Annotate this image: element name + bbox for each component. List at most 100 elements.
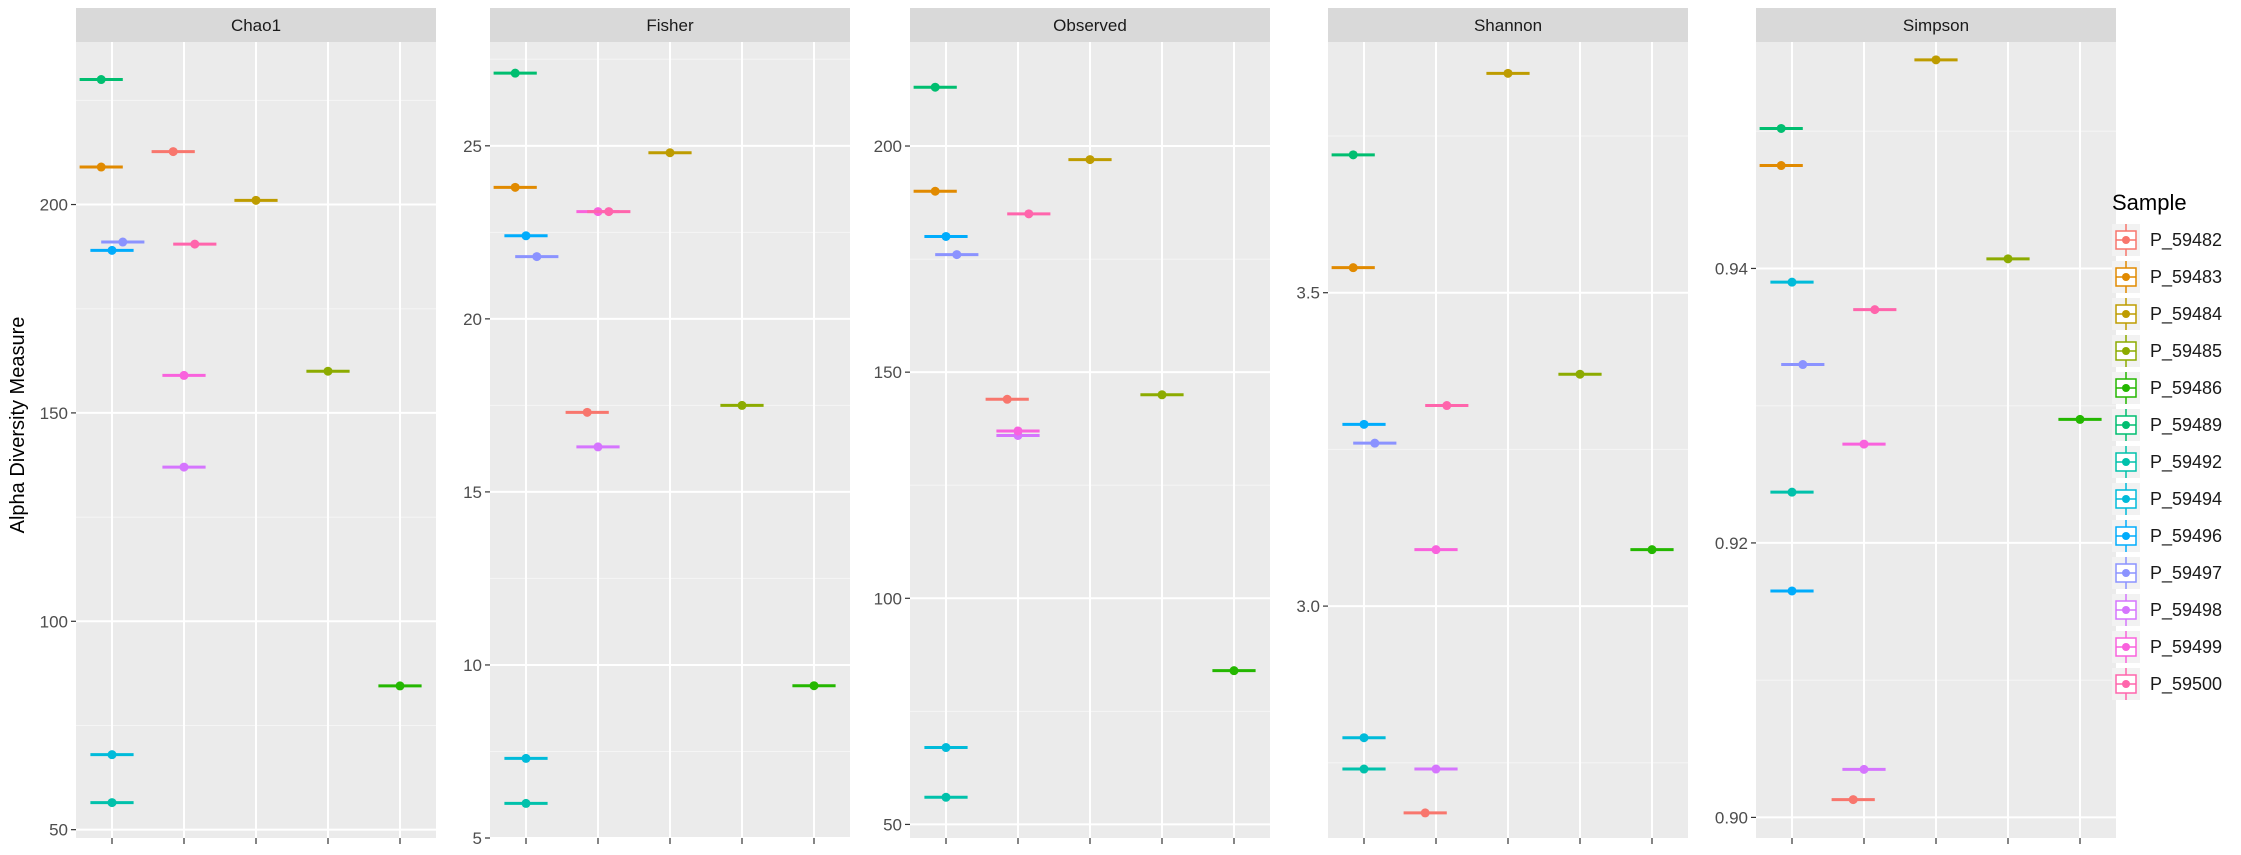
data-point-P_59497 — [1781, 360, 1825, 370]
facet-panel-simpson: Simpson 0.90 0.92 0.94 — [1715, 8, 2116, 844]
data-point-marker — [1431, 764, 1441, 774]
y-tick-label: 100 — [40, 612, 68, 631]
data-point-marker — [930, 186, 940, 196]
data-point-marker — [107, 750, 117, 760]
data-point-marker — [179, 370, 189, 380]
facet-panel-observed: Observed 50 100 150 200 — [874, 8, 1270, 844]
y-tick-label: 0.92 — [1715, 534, 1748, 553]
data-point-P_59492 — [924, 792, 968, 802]
data-point-P_59494 — [1342, 733, 1386, 743]
data-point-marker — [1013, 426, 1023, 436]
facet-strip — [1756, 8, 2116, 42]
data-point-marker — [2075, 414, 2085, 424]
data-point-marker — [323, 366, 333, 376]
data-point-P_59492 — [504, 798, 548, 808]
data-point-marker — [737, 400, 747, 410]
legend-entry-label: P_59496 — [2150, 526, 2222, 547]
data-point-P_59500 — [587, 207, 631, 217]
legend-key-point — [2122, 421, 2130, 429]
data-point-P_59483 — [1331, 263, 1375, 273]
data-point-marker — [1348, 150, 1358, 160]
data-point-P_59482 — [151, 147, 195, 157]
data-point-marker — [593, 442, 603, 452]
data-point-P_59494 — [504, 753, 548, 763]
facet-strip-label: Simpson — [1903, 16, 1969, 35]
data-point-marker — [521, 798, 531, 808]
legend-entry-label: P_59500 — [2150, 674, 2222, 695]
data-point-marker — [582, 407, 592, 417]
legend-key-point — [2122, 680, 2130, 688]
data-point-P_59489 — [79, 75, 123, 85]
data-point-marker — [190, 239, 200, 249]
y-tick-label: 200 — [874, 137, 902, 156]
data-point-P_59492 — [90, 798, 134, 808]
y-tick-label: 0.90 — [1715, 808, 1748, 827]
data-point-P_59483 — [913, 186, 957, 196]
data-point-marker — [1776, 161, 1786, 171]
legend-entry-P_59496: P_59496 — [2112, 520, 2222, 552]
legend-key-point — [2122, 532, 2130, 540]
data-point-marker — [1503, 68, 1513, 78]
data-point-marker — [952, 250, 962, 260]
legend-key-point — [2122, 310, 2130, 318]
data-point-P_59494 — [924, 743, 968, 753]
data-point-marker — [941, 743, 951, 753]
data-point-P_59482 — [565, 407, 609, 417]
legend-entry-label: P_59489 — [2150, 415, 2222, 436]
data-point-P_59500 — [173, 239, 217, 249]
data-point-P_59483 — [79, 162, 123, 172]
data-point-marker — [395, 681, 405, 691]
legend-entry-label: P_59497 — [2150, 563, 2222, 584]
facet-panels: Chao1 50 100 150 200 Fisher 5 10 15 20 25 Observed 5… — [40, 8, 2116, 848]
legend-entry-P_59482: P_59482 — [2112, 224, 2222, 256]
y-axis-label: Alpha Diversity Measure — [7, 317, 29, 534]
facet-strip-label: Fisher — [646, 16, 694, 35]
legend-key-point — [2122, 458, 2130, 466]
data-point-P_59496 — [1342, 419, 1386, 429]
y-tick-label: 0.94 — [1715, 259, 1748, 278]
legend-entry-P_59494: P_59494 — [2112, 483, 2222, 515]
data-point-P_59482 — [985, 394, 1029, 404]
data-point-marker — [1229, 666, 1239, 676]
data-point-marker — [604, 207, 614, 217]
data-point-marker — [1798, 360, 1808, 370]
data-point-P_59498 — [1842, 764, 1886, 774]
data-point-marker — [118, 237, 128, 247]
facet-strip-label: Chao1 — [231, 16, 281, 35]
data-point-P_59485 — [306, 366, 350, 376]
data-point-P_59489 — [913, 82, 957, 92]
data-point-P_59484 — [1914, 55, 1958, 65]
data-point-marker — [1787, 277, 1797, 287]
data-point-P_59485 — [1558, 369, 1602, 379]
data-point-P_59482 — [1831, 795, 1875, 805]
legend-key-point — [2122, 569, 2130, 577]
facet-panel-shannon: Shannon 3.0 3.5 — [1296, 8, 1688, 844]
data-point-P_59482 — [1403, 808, 1447, 818]
data-point-marker — [1024, 209, 1034, 219]
data-point-P_59485 — [1140, 390, 1184, 400]
y-tick-label: 50 — [49, 821, 68, 840]
y-tick-label: 20 — [463, 310, 482, 329]
data-point-marker — [521, 753, 531, 763]
data-point-marker — [521, 231, 531, 241]
data-point-marker — [107, 245, 117, 255]
data-point-P_59497 — [935, 250, 979, 260]
data-point-marker — [941, 792, 951, 802]
y-tick-label: 100 — [874, 589, 902, 608]
y-tick-label: 150 — [874, 363, 902, 382]
data-point-marker — [1359, 764, 1369, 774]
data-point-P_59484 — [234, 195, 278, 205]
legend-entry-P_59485: P_59485 — [2112, 335, 2222, 367]
data-point-marker — [1575, 369, 1585, 379]
legend-entry-label: P_59499 — [2150, 637, 2222, 658]
data-point-P_59500 — [1853, 305, 1897, 315]
data-point-marker — [168, 147, 178, 157]
data-point-marker — [96, 162, 106, 172]
y-tick-label: 3.5 — [1296, 284, 1320, 303]
data-point-marker — [941, 231, 951, 241]
data-point-P_59485 — [720, 400, 764, 410]
data-point-marker — [532, 252, 542, 262]
data-point-marker — [1848, 795, 1858, 805]
data-point-marker — [1787, 586, 1797, 596]
data-point-P_59486 — [378, 681, 422, 691]
